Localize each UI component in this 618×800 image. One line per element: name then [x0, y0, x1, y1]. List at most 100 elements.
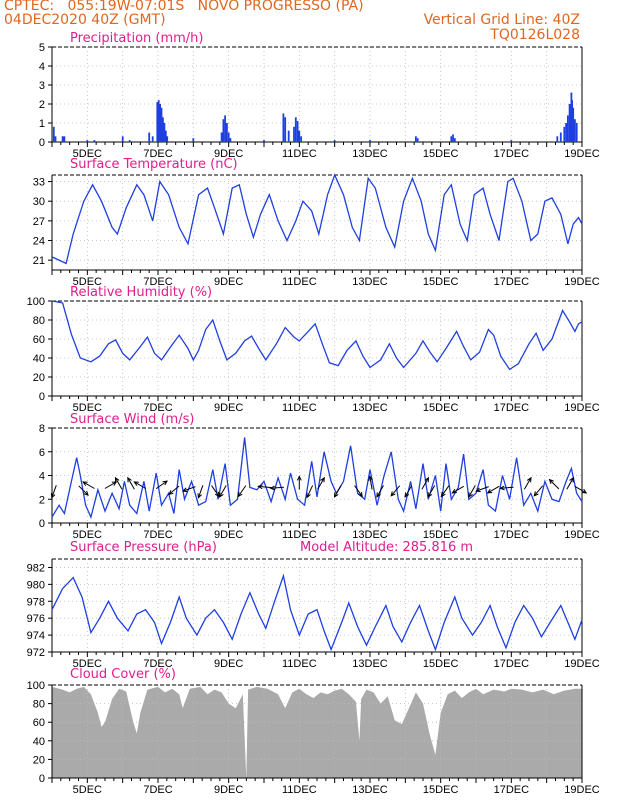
precip-bar — [282, 113, 285, 142]
precip-bar — [559, 132, 562, 142]
wind-vector — [237, 485, 247, 497]
precip-bar — [416, 138, 419, 142]
wind-vector-head — [440, 491, 446, 498]
x-tick-label: 13DEC — [352, 276, 388, 288]
x-tick-label: 7DEC — [143, 402, 172, 414]
y-tick-label: 27 — [33, 216, 45, 228]
x-tick-label: 5DEC — [73, 402, 102, 414]
wind-vector-head — [427, 492, 433, 498]
precip-bar — [568, 104, 571, 142]
wind-vector — [487, 485, 500, 494]
wind-vector — [427, 485, 436, 498]
y-tick-label: 6 — [39, 447, 45, 459]
wind-vector-head — [82, 481, 88, 486]
y-tick-label: 980 — [27, 579, 45, 591]
wind-vector-head — [269, 485, 276, 491]
precip-bar — [298, 130, 301, 142]
precip-bar — [563, 126, 566, 142]
y-tick-label: 20 — [33, 372, 45, 384]
wind-vector-head — [296, 475, 302, 481]
x-tick-label: 13DEC — [352, 658, 388, 670]
x-tick-label: 5DEC — [73, 529, 102, 541]
precip-bar — [567, 115, 569, 142]
x-tick-label: 11DEC — [282, 276, 317, 288]
wind-vector — [114, 477, 123, 490]
x-tick-label: 9DEC — [214, 148, 243, 160]
x-tick-label: 19DEC — [564, 276, 600, 288]
cloud-cover-area — [52, 686, 582, 778]
x-tick-label: 15DEC — [423, 784, 459, 796]
wind-vector — [197, 485, 204, 498]
precip-bar — [163, 123, 166, 142]
y-tick-label: 4 — [39, 61, 45, 73]
precip-bar — [571, 100, 573, 142]
wind-vector-head — [133, 481, 139, 486]
wind-vector — [182, 486, 196, 492]
wind-vector — [334, 485, 342, 498]
wind-vector-head — [127, 476, 132, 483]
precip-bar — [510, 140, 513, 142]
precip-bar — [575, 123, 578, 142]
precip-bar — [160, 107, 163, 142]
precip-bar — [61, 136, 64, 142]
x-tick-label: 9DEC — [214, 529, 243, 541]
x-tick-label: 17DEC — [494, 529, 530, 541]
series-line — [51, 573, 583, 652]
wind-vector — [211, 485, 220, 497]
wind-vector — [533, 485, 544, 497]
wind-vector-head — [306, 492, 311, 499]
precip-bar — [565, 123, 567, 142]
y-tick-label: 40 — [33, 736, 45, 748]
y-tick-label: 60 — [33, 717, 45, 729]
precip-bar — [128, 140, 131, 142]
x-tick-label: 17DEC — [494, 276, 530, 288]
series-line — [51, 437, 583, 520]
wind-vector-head — [404, 492, 410, 498]
wind-vector-head — [50, 493, 56, 499]
wind-vector-head — [320, 476, 325, 483]
wind-vector — [104, 481, 117, 489]
y-tick-label: 4 — [39, 471, 45, 483]
x-tick-label: 7DEC — [143, 276, 172, 288]
x-tick-label: 15DEC — [423, 276, 459, 288]
y-tick-label: 0 — [39, 773, 45, 785]
wind-vector-head — [257, 484, 263, 490]
precip-bar — [159, 104, 161, 142]
x-tick-label: 11DEC — [282, 402, 317, 414]
panel-title: Precipitation (mm/h) — [70, 31, 203, 46]
wind-vector — [51, 485, 57, 498]
wind-vector-head — [569, 476, 574, 483]
y-tick-label: 1 — [39, 118, 45, 130]
wind-vector — [440, 485, 450, 497]
wind-vector — [155, 480, 168, 490]
x-tick-label: 9DEC — [214, 784, 243, 796]
y-tick-label: 100 — [27, 680, 45, 692]
x-tick-label: 11DEC — [282, 148, 317, 160]
precip-bar — [157, 100, 160, 142]
y-tick-label: 976 — [27, 613, 45, 625]
precip-bar — [450, 136, 453, 142]
wind-vector-head — [499, 485, 505, 491]
precip-bar — [287, 130, 290, 142]
wind-vector — [270, 486, 284, 489]
wind-vector-head — [111, 481, 118, 486]
y-tick-label: 80 — [33, 699, 45, 711]
y-tick-label: 8 — [39, 423, 45, 435]
x-tick-label: 5DEC — [73, 784, 102, 796]
x-tick-label: 15DEC — [423, 658, 459, 670]
wind-vector — [523, 477, 532, 490]
y-tick-label: 20 — [33, 754, 45, 766]
wind-vector-head — [390, 491, 396, 497]
wind-vector-head — [486, 488, 493, 494]
x-tick-label: 9DEC — [214, 658, 243, 670]
precip-bar — [222, 119, 225, 142]
panel-title: Surface Pressure (hPa) — [70, 540, 217, 555]
wind-vector — [500, 486, 514, 489]
wind-vector-head — [219, 492, 224, 498]
series-line — [51, 300, 583, 371]
wind-vector-head — [376, 492, 381, 498]
precip-bar — [226, 123, 228, 142]
wind-vector-head — [197, 493, 202, 499]
x-tick-label: 17DEC — [494, 784, 530, 796]
